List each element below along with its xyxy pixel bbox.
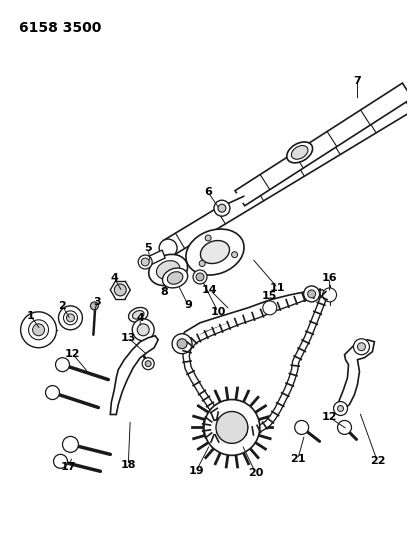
Text: 7: 7 <box>354 76 361 86</box>
Circle shape <box>58 306 82 330</box>
Text: 18: 18 <box>120 461 136 470</box>
Circle shape <box>142 358 154 370</box>
Circle shape <box>357 343 366 351</box>
Circle shape <box>205 235 211 241</box>
Circle shape <box>204 400 260 455</box>
Text: 17: 17 <box>61 462 76 472</box>
Ellipse shape <box>133 311 144 319</box>
Ellipse shape <box>162 268 188 288</box>
Circle shape <box>137 324 149 336</box>
Circle shape <box>64 311 78 325</box>
Polygon shape <box>235 83 408 206</box>
Ellipse shape <box>291 146 308 159</box>
Ellipse shape <box>157 261 180 279</box>
Circle shape <box>55 358 69 372</box>
Circle shape <box>145 361 151 367</box>
Ellipse shape <box>167 272 183 284</box>
Circle shape <box>218 204 226 212</box>
Text: 20: 20 <box>248 469 264 478</box>
Text: 10: 10 <box>210 307 226 317</box>
Circle shape <box>337 406 344 411</box>
Circle shape <box>53 454 67 469</box>
Text: 22: 22 <box>370 456 385 466</box>
Circle shape <box>304 286 319 302</box>
Text: 5: 5 <box>144 243 152 253</box>
Text: 4: 4 <box>111 273 118 283</box>
Text: 2: 2 <box>59 301 67 311</box>
Text: 8: 8 <box>160 287 168 297</box>
Text: 16: 16 <box>322 273 337 283</box>
Circle shape <box>263 301 277 315</box>
Circle shape <box>172 334 192 354</box>
Ellipse shape <box>186 229 244 275</box>
Text: 19: 19 <box>188 466 204 477</box>
Circle shape <box>232 252 237 257</box>
Circle shape <box>114 284 126 296</box>
Text: 15: 15 <box>262 291 277 301</box>
Text: 1: 1 <box>27 311 34 321</box>
Circle shape <box>138 255 152 269</box>
Circle shape <box>33 324 44 336</box>
Circle shape <box>323 288 337 302</box>
Circle shape <box>337 421 352 434</box>
Ellipse shape <box>200 240 230 263</box>
Circle shape <box>159 239 177 257</box>
Polygon shape <box>337 340 375 411</box>
Polygon shape <box>164 96 408 256</box>
Text: 3: 3 <box>93 297 101 307</box>
Circle shape <box>193 270 207 284</box>
Ellipse shape <box>149 254 188 286</box>
Circle shape <box>199 261 205 266</box>
Text: 12: 12 <box>322 413 337 423</box>
Ellipse shape <box>287 142 313 163</box>
Text: 6158 3500: 6158 3500 <box>19 21 101 35</box>
Ellipse shape <box>129 308 148 322</box>
Circle shape <box>141 258 149 266</box>
Circle shape <box>21 312 56 348</box>
Circle shape <box>308 290 316 298</box>
Polygon shape <box>178 290 315 348</box>
Circle shape <box>295 421 308 434</box>
Circle shape <box>334 401 348 416</box>
Circle shape <box>216 411 248 443</box>
Text: 14: 14 <box>202 285 218 295</box>
Circle shape <box>214 200 230 216</box>
Text: 9: 9 <box>184 300 192 310</box>
Text: 12: 12 <box>65 349 80 359</box>
Circle shape <box>62 437 78 453</box>
Circle shape <box>46 385 60 400</box>
Circle shape <box>132 319 154 341</box>
Text: 11: 11 <box>270 283 286 293</box>
Circle shape <box>353 339 369 354</box>
Text: 6: 6 <box>204 187 212 197</box>
Circle shape <box>196 273 204 281</box>
Circle shape <box>91 302 98 310</box>
Text: 21: 21 <box>290 454 306 464</box>
Circle shape <box>67 314 74 322</box>
Text: 13: 13 <box>121 333 136 343</box>
Text: 4: 4 <box>136 313 144 323</box>
Circle shape <box>29 320 49 340</box>
Polygon shape <box>110 336 158 415</box>
Polygon shape <box>145 250 165 266</box>
Circle shape <box>177 339 187 349</box>
